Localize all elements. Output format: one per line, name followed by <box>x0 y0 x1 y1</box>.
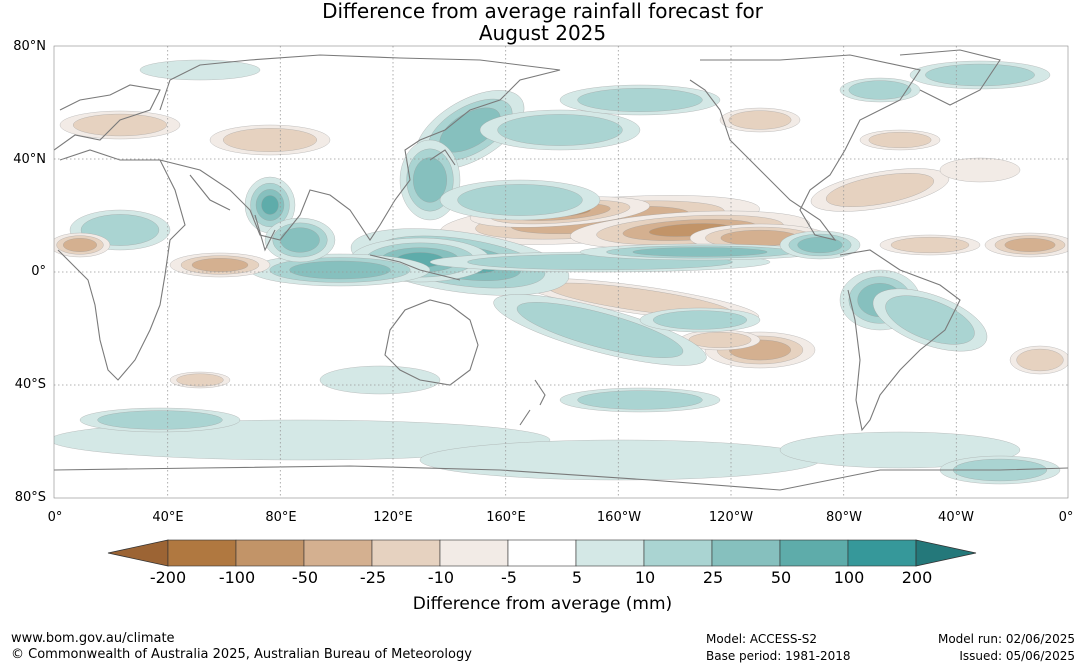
colorbar-tick-label: 100 <box>833 568 865 587</box>
coastline <box>159 54 561 241</box>
lon-label-160e: 160°E <box>486 510 526 525</box>
colorbar <box>107 539 977 567</box>
lon-label-0-east: 0° <box>1058 510 1074 525</box>
colorbar-swatch <box>575 539 645 567</box>
coastline <box>384 299 479 386</box>
coastline <box>54 465 1068 491</box>
colorbar-swatch <box>779 539 849 567</box>
lon-label-80w: 80°W <box>826 510 862 525</box>
colorbar-extend-high <box>915 539 977 567</box>
dry-anomaly-region <box>890 237 970 253</box>
dry-anomaly-region <box>1016 348 1064 372</box>
chart-title: Difference from average rainfall forecas… <box>0 0 1085 44</box>
colorbar-tick-label: -50 <box>291 568 319 587</box>
dry-anomaly-region <box>728 110 792 130</box>
colorbar-swatch <box>507 539 577 567</box>
lat-label-40n: 40°N <box>13 152 46 167</box>
dry-anomaly-region <box>939 157 1021 183</box>
coastline <box>57 149 186 381</box>
anomaly-shading <box>54 59 1068 485</box>
colorbar-tick-label: -100 <box>218 568 256 587</box>
issued-date: Issued: 05/06/2025 <box>959 649 1075 663</box>
lon-label-120e: 120°E <box>373 510 413 525</box>
colorbar-title: Difference from average (mm) <box>412 594 673 614</box>
wet-anomaly-region <box>289 260 391 280</box>
lon-label-40w: 40°W <box>938 510 974 525</box>
model-run-date: Model run: 02/06/2025 <box>937 632 1075 646</box>
rainfall-anomaly-map <box>53 45 1069 499</box>
colorbar-swatch <box>303 539 373 567</box>
lat-label-80s: 80°S <box>14 490 46 505</box>
wet-anomaly-region <box>497 114 623 146</box>
wet-anomaly-region <box>632 247 768 257</box>
wet-anomaly-region <box>577 390 703 410</box>
colorbar-tick-label: 10 <box>634 568 656 587</box>
wet-anomaly-region <box>413 157 447 203</box>
wet-anomaly-region <box>779 431 1021 469</box>
colorbar-swatch <box>643 539 713 567</box>
wet-anomaly-region <box>653 310 747 330</box>
wet-anomaly-region <box>797 237 843 253</box>
colorbar-tick-label: -25 <box>359 568 387 587</box>
wet-anomaly-region <box>261 195 279 215</box>
lon-label-0: 0° <box>47 510 63 525</box>
graticule <box>54 46 1068 498</box>
wet-anomaly-region <box>457 184 583 216</box>
wet-anomaly-region <box>139 59 261 81</box>
wet-anomaly-region <box>419 439 821 481</box>
wet-anomaly-region <box>925 63 1035 87</box>
wet-anomaly-region <box>885 295 975 345</box>
dry-anomaly-region <box>63 238 97 252</box>
dry-anomaly-region <box>191 258 249 272</box>
wet-anomaly-region <box>319 365 441 395</box>
coastline <box>369 149 461 281</box>
coastline <box>839 249 961 432</box>
dry-anomaly-region <box>73 113 167 137</box>
title-line-2: August 2025 <box>478 21 607 45</box>
wet-anomaly-region <box>848 80 912 100</box>
colorbar-tick-label: 5 <box>571 568 583 587</box>
wet-anomaly-region <box>516 302 684 358</box>
colorbar-swatch <box>235 539 305 567</box>
coastline <box>189 174 276 252</box>
colorbar-tick-label: -10 <box>427 568 455 587</box>
lon-label-120w: 120°W <box>708 510 754 525</box>
colorbar-tick-label: 25 <box>702 568 724 587</box>
copyright-text: © Commonwealth of Australia 2025, Austra… <box>11 647 472 662</box>
dry-anomaly-region <box>826 173 934 207</box>
colorbar-swatch <box>711 539 781 567</box>
wet-anomaly-region <box>97 410 223 430</box>
website-link[interactable]: www.bom.gov.au/climate <box>11 631 175 646</box>
model-name: Model: ACCESS-S2 <box>706 632 818 646</box>
colorbar-swatch <box>847 539 917 567</box>
colorbar-swatch <box>167 539 237 567</box>
coastlines <box>54 49 1068 491</box>
colorbar-extend-low <box>107 539 169 567</box>
lon-label-80e: 80°E <box>265 510 297 525</box>
dry-anomaly-region <box>176 373 224 387</box>
colorbar-tick-label: 200 <box>901 568 933 587</box>
dry-anomaly-region <box>868 132 932 148</box>
lat-label-0: 0° <box>31 264 46 279</box>
colorbar-tick-label: -200 <box>149 568 187 587</box>
coastline <box>899 49 1001 106</box>
base-period: Base period: 1981-2018 <box>706 649 851 663</box>
wet-anomaly-region <box>577 88 703 112</box>
dry-anomaly-region <box>688 332 752 348</box>
title-line-1: Difference from average rainfall forecas… <box>322 0 763 23</box>
colorbar-tick-label: 50 <box>770 568 792 587</box>
dry-anomaly-region <box>1004 238 1056 252</box>
lat-label-80n: 80°N <box>13 39 46 54</box>
coastline <box>54 84 161 151</box>
lon-label-160w: 160°W <box>596 510 642 525</box>
colorbar-tick-label: -5 <box>501 568 517 587</box>
lon-label-40e: 40°E <box>152 510 184 525</box>
lat-label-40s: 40°S <box>14 377 46 392</box>
coastline <box>689 54 921 241</box>
dry-anomaly-region <box>223 128 317 152</box>
colorbar-swatch <box>371 539 441 567</box>
colorbar-swatch <box>439 539 509 567</box>
